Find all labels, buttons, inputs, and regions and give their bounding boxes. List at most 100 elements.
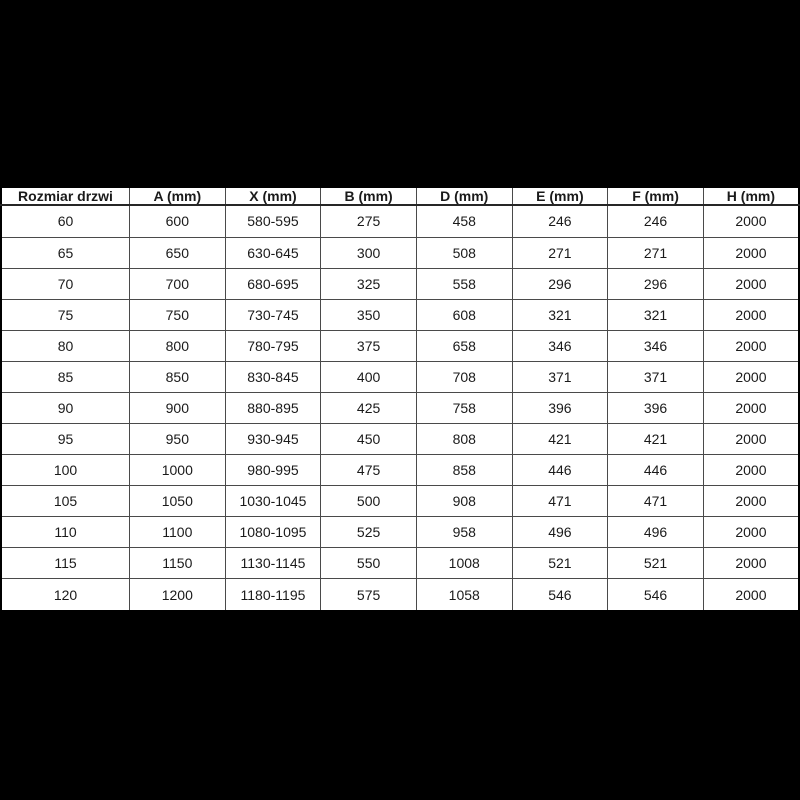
table-row: 120 1200 1180-1195 575 1058 546 546 2000 — [0, 578, 800, 612]
table-row: 95 950 930-945 450 808 421 421 2000 — [0, 422, 800, 456]
table-cell: 375 — [320, 329, 417, 362]
table-row: 80 800 780-795 375 658 346 346 2000 — [0, 329, 800, 362]
table-cell: 2000 — [702, 547, 800, 580]
table-cell: 558 — [415, 267, 513, 300]
table-row: 60 600 580-595 275 458 246 246 2000 — [0, 204, 800, 238]
table-header-cell: H (mm) — [702, 186, 800, 206]
table-cell: 1030-1045 — [224, 485, 322, 518]
table-cell: 296 — [511, 267, 609, 300]
table-cell: 1200 — [129, 578, 226, 612]
table-cell: 80 — [0, 329, 130, 362]
table-cell: 115 — [0, 547, 130, 580]
table-cell: 630-645 — [224, 236, 322, 269]
table-cell: 120 — [0, 578, 130, 612]
table-cell: 65 — [0, 236, 130, 269]
table-cell: 908 — [415, 485, 513, 518]
table-cell: 508 — [415, 236, 513, 269]
table-cell: 2000 — [702, 485, 800, 518]
table-cell: 575 — [320, 578, 417, 612]
table-cell: 1050 — [129, 485, 226, 518]
table-cell: 2000 — [702, 391, 800, 424]
table-cell: 758 — [415, 391, 513, 424]
table-cell: 880-895 — [224, 391, 322, 424]
table-cell: 858 — [415, 454, 513, 487]
table-cell: 700 — [129, 267, 226, 300]
table-cell: 780-795 — [224, 329, 322, 362]
table-cell: 2000 — [702, 578, 800, 612]
table-cell: 496 — [511, 516, 609, 549]
table-cell: 2000 — [702, 329, 800, 362]
table-cell: 371 — [511, 360, 609, 393]
table-row: 115 1150 1130-1145 550 1008 521 521 2000 — [0, 547, 800, 580]
table-cell: 425 — [320, 391, 417, 424]
table-cell: 110 — [0, 516, 130, 549]
table-cell: 1150 — [129, 547, 226, 580]
table-cell: 2000 — [702, 236, 800, 269]
table-cell: 2000 — [702, 204, 800, 238]
table-cell: 100 — [0, 454, 130, 487]
table-row: 85 850 830-845 400 708 371 371 2000 — [0, 360, 800, 393]
table-cell: 421 — [511, 422, 609, 456]
table-cell: 550 — [320, 547, 417, 580]
table-cell: 396 — [607, 391, 704, 424]
table-cell: 296 — [607, 267, 704, 300]
table-cell: 85 — [0, 360, 130, 393]
table-cell: 396 — [511, 391, 609, 424]
table-cell: 500 — [320, 485, 417, 518]
table-cell: 300 — [320, 236, 417, 269]
table-cell: 680-695 — [224, 267, 322, 300]
table-cell: 400 — [320, 360, 417, 393]
table-cell: 2000 — [702, 422, 800, 456]
door-dimensions-table: Rozmiar drzwi A (mm) X (mm) B (mm) D (mm) E (… — [0, 186, 800, 612]
table-cell: 471 — [607, 485, 704, 518]
table-header-row: Rozmiar drzwi A (mm) X (mm) B (mm) D (mm) E (… — [0, 186, 800, 206]
table-cell: 658 — [415, 329, 513, 362]
table-cell: 546 — [607, 578, 704, 612]
table-cell: 346 — [511, 329, 609, 362]
table-cell: 346 — [607, 329, 704, 362]
table-cell: 321 — [607, 298, 704, 331]
table-cell: 421 — [607, 422, 704, 456]
table-cell: 708 — [415, 360, 513, 393]
table-cell: 580-595 — [224, 204, 322, 238]
table-header-cell: E (mm) — [511, 186, 609, 206]
table-cell: 1080-1095 — [224, 516, 322, 549]
table-cell: 1000 — [129, 454, 226, 487]
table-head: Rozmiar drzwi A (mm) X (mm) B (mm) D (mm) E (… — [0, 186, 800, 206]
table-cell: 900 — [129, 391, 226, 424]
table-cell: 650 — [129, 236, 226, 269]
table-cell: 60 — [0, 204, 130, 238]
table-cell: 2000 — [702, 298, 800, 331]
table-cell: 608 — [415, 298, 513, 331]
table-header-cell: X (mm) — [224, 186, 322, 206]
table-cell: 800 — [129, 329, 226, 362]
table-cell: 2000 — [702, 360, 800, 393]
table-cell: 808 — [415, 422, 513, 456]
table-cell: 930-945 — [224, 422, 322, 456]
table-row: 105 1050 1030-1045 500 908 471 471 2000 — [0, 485, 800, 518]
table-cell: 830-845 — [224, 360, 322, 393]
table-cell: 475 — [320, 454, 417, 487]
table-header-cell: A (mm) — [129, 186, 226, 206]
table-cell: 371 — [607, 360, 704, 393]
table-row: 75 750 730-745 350 608 321 321 2000 — [0, 298, 800, 331]
table-cell: 1130-1145 — [224, 547, 322, 580]
table-cell: 70 — [0, 267, 130, 300]
table-cell: 521 — [607, 547, 704, 580]
table-cell: 1100 — [129, 516, 226, 549]
table-cell: 246 — [607, 204, 704, 238]
table-cell: 2000 — [702, 267, 800, 300]
table-cell: 1180-1195 — [224, 578, 322, 612]
table-cell: 446 — [607, 454, 704, 487]
table-cell: 850 — [129, 360, 226, 393]
table-cell: 75 — [0, 298, 130, 331]
table-header-cell: Rozmiar drzwi — [0, 186, 130, 206]
table-cell: 2000 — [702, 516, 800, 549]
table-header-cell: B (mm) — [320, 186, 417, 206]
table-cell: 450 — [320, 422, 417, 456]
table-header-cell: D (mm) — [415, 186, 513, 206]
table-cell: 750 — [129, 298, 226, 331]
table-cell: 1008 — [415, 547, 513, 580]
table-cell: 2000 — [702, 454, 800, 487]
